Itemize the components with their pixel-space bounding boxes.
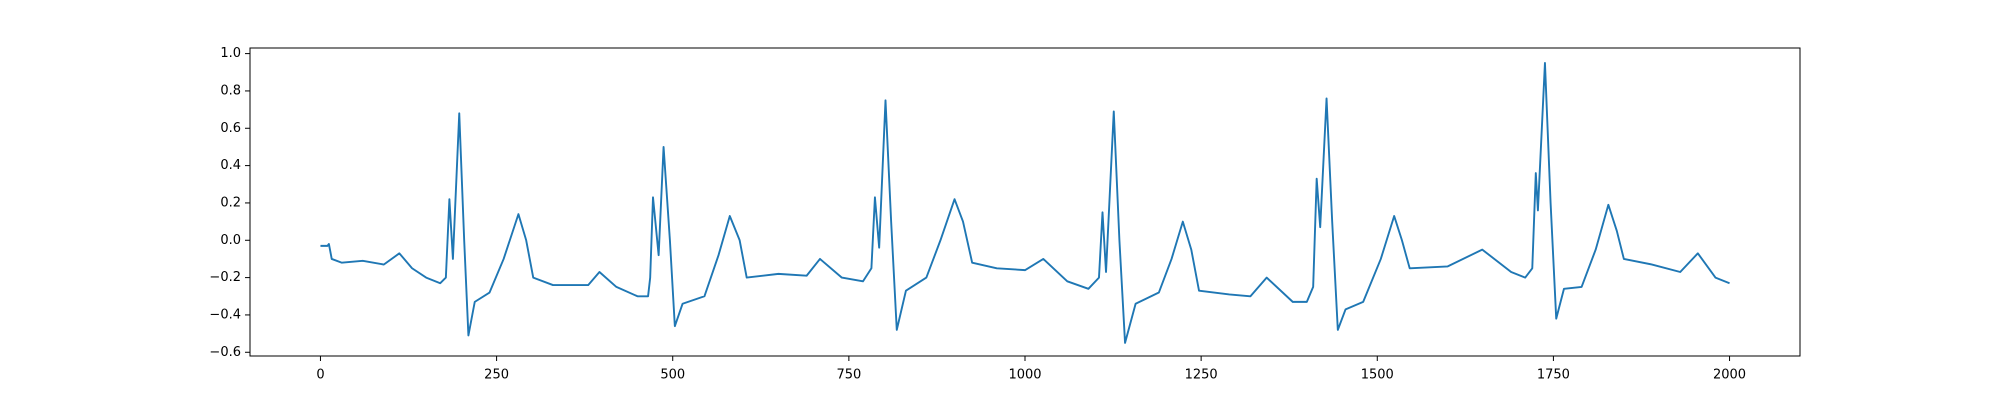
x-tick-label: 1750 [1537,368,1570,383]
x-tick-label: 2000 [1713,368,1746,383]
y-tick-label: 0.8 [220,83,241,98]
y-tick-label: 1.0 [220,46,241,61]
y-tick-label: 0.2 [220,195,241,210]
x-tick-label: 1000 [1008,368,1041,383]
y-tick-label: 0.6 [220,121,241,136]
y-tick-label: −0.4 [209,307,241,322]
y-tick-label: −0.6 [209,345,241,360]
x-tick-label: 250 [484,368,509,383]
x-tick-label: 750 [836,368,861,383]
y-tick-label: 0.0 [220,233,241,248]
series-line [320,61,1730,344]
y-tick-label: −0.2 [209,270,241,285]
x-tick-label: 1250 [1185,368,1218,383]
x-tick-label: 1500 [1361,368,1394,383]
x-tick-label: 0 [316,368,324,383]
y-tick-label: 0.4 [220,158,241,173]
plot-frame [249,47,1801,357]
x-tick-label: 500 [660,368,685,383]
